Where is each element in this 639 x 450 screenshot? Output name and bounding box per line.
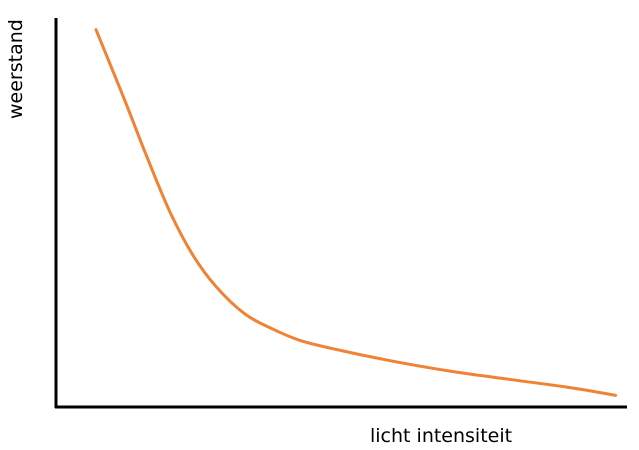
series-line-resistance-curve bbox=[94, 28, 618, 397]
x-axis-label: licht intensiteit bbox=[370, 425, 512, 447]
plot-area bbox=[94, 28, 618, 397]
y-axis-label: weerstand bbox=[5, 19, 27, 119]
